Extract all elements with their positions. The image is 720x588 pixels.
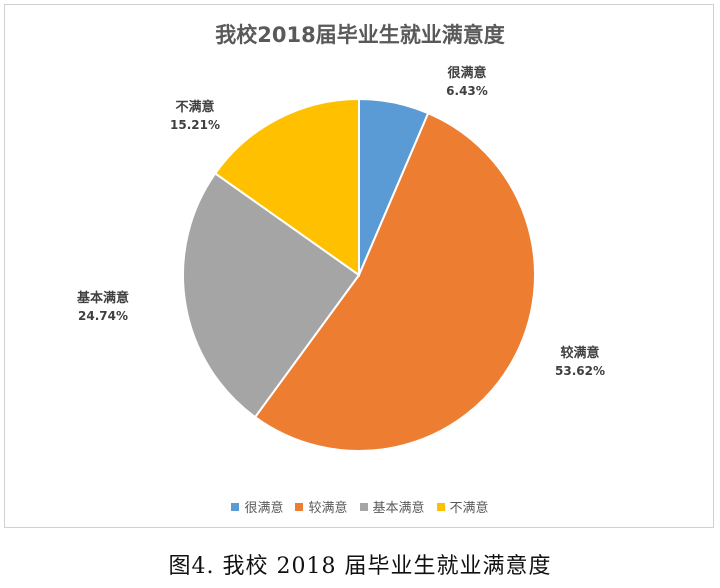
slice-category-label: 不满意 bbox=[175, 99, 214, 115]
slice-value-label: 24.74% bbox=[78, 309, 128, 323]
slice-category-label: 基本满意 bbox=[76, 290, 129, 306]
slice-category-label: 很满意 bbox=[447, 65, 486, 81]
slice-labels: 很满意 6.43% 较满意 53.62% 基本满意 24.74% 不满意 15.21% bbox=[76, 65, 605, 378]
slice-value-label: 53.62% bbox=[555, 364, 605, 378]
chart-container: 很满意 6.43% 较满意 53.62% 基本满意 24.74% 不满意 15.21% 我校2… bbox=[4, 4, 714, 528]
legend-label: 不满意 bbox=[449, 501, 489, 516]
figure-caption: 图4. 我校 2018 届毕业生就业满意度 bbox=[168, 554, 552, 579]
legend-item: 很满意 bbox=[231, 497, 283, 516]
chart-title: 我校2018届毕业生就业满意度 bbox=[215, 23, 505, 47]
legend-label: 较满意 bbox=[308, 501, 348, 516]
legend-swatch bbox=[359, 502, 368, 511]
slice-value-label: 15.21% bbox=[170, 118, 220, 132]
pie-slice bbox=[213, 97, 360, 277]
legend-item: 较满意 bbox=[295, 497, 348, 516]
legend-label: 基本满意 bbox=[372, 501, 425, 516]
chart-legend: 很满意 较满意 基本满意 不满意 bbox=[5, 497, 715, 516]
slice-value-label: 6.43% bbox=[446, 84, 488, 98]
pie-slice bbox=[253, 111, 536, 452]
legend-swatch bbox=[231, 502, 240, 511]
legend-swatch bbox=[436, 502, 445, 511]
pie-slice bbox=[182, 172, 361, 419]
legend-swatch bbox=[295, 502, 304, 511]
legend-label: 很满意 bbox=[244, 501, 284, 516]
pie-slices bbox=[182, 97, 536, 452]
legend-item: 基本满意 bbox=[359, 497, 425, 516]
slice-category-label: 较满意 bbox=[560, 345, 599, 361]
pie-chart: 很满意 6.43% 较满意 53.62% 基本满意 24.74% 不满意 15.21% bbox=[76, 65, 605, 452]
legend-item: 不满意 bbox=[436, 497, 489, 516]
